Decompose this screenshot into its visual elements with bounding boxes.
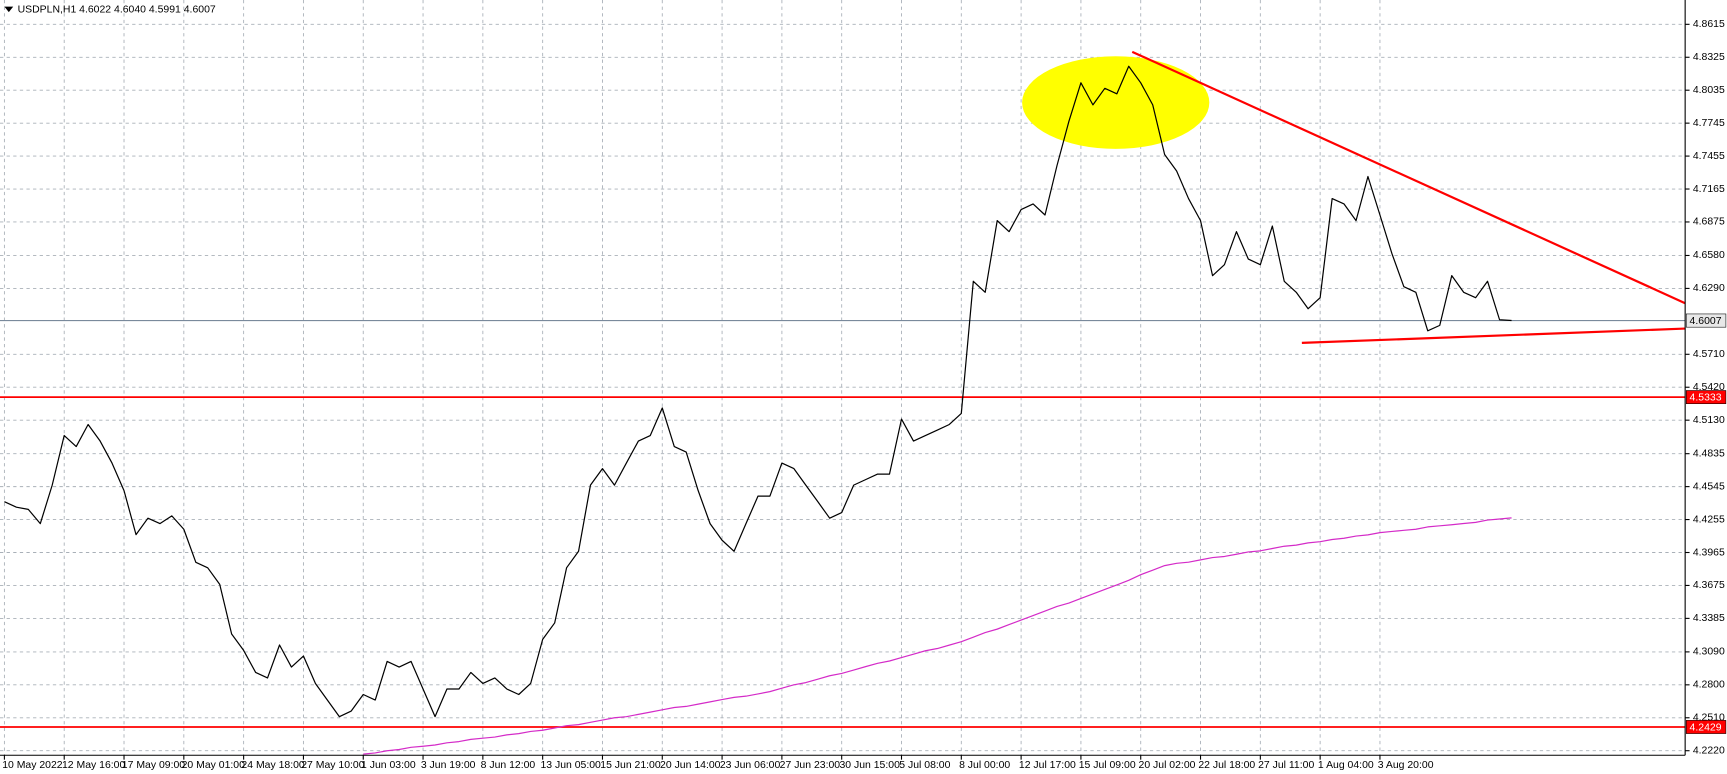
highlight-ellipse — [1022, 56, 1210, 149]
y-tick-label: 4.3090 — [1693, 647, 1725, 658]
last-price-label: 4.6007 — [1690, 316, 1722, 327]
y-tick-label: 4.5710 — [1693, 349, 1725, 360]
y-tick-label: 4.2800 — [1693, 680, 1725, 691]
y-tick-label: 4.2510 — [1693, 713, 1725, 724]
y-tick-label: 4.6580 — [1693, 250, 1725, 261]
y-tick-label: 4.8325 — [1693, 52, 1725, 63]
x-tick-label: 8 Jul 00:00 — [959, 760, 1010, 771]
x-tick-label: 1 Aug 04:00 — [1318, 760, 1374, 771]
series-line — [4, 65, 1512, 718]
y-tick-label: 4.3675 — [1693, 580, 1725, 591]
y-tick-label: 4.6290 — [1693, 283, 1725, 294]
level-label: 4.2429 — [1690, 722, 1722, 733]
x-tick-label: 5 Jul 08:00 — [899, 760, 950, 771]
x-tick-label: 15 Jun 21:00 — [600, 760, 661, 771]
y-tick-label: 4.2220 — [1693, 745, 1725, 756]
y-tick-label: 4.4255 — [1693, 514, 1725, 525]
x-tick-label: 12 May 16:00 — [62, 760, 125, 771]
grid-layer — [0, 0, 1686, 756]
x-tick-label: 10 May 2022 — [2, 760, 63, 771]
x-tick-label: 8 Jun 12:00 — [481, 760, 536, 771]
x-tick-label: 22 Jul 18:00 — [1198, 760, 1255, 771]
y-tick-label: 4.7455 — [1693, 151, 1725, 162]
x-tick-label: 27 Jul 11:00 — [1258, 760, 1314, 771]
y-tick-label: 4.5130 — [1693, 415, 1725, 426]
y-tick-label: 4.8615 — [1693, 19, 1725, 30]
x-tick-label: 20 Jun 14:00 — [660, 760, 721, 771]
y-tick-label: 4.3385 — [1693, 613, 1725, 624]
level-tag — [1685, 720, 1727, 734]
level-tag — [1685, 390, 1727, 405]
y-tick-label: 4.3965 — [1693, 547, 1725, 558]
chart-title: USDPLN,H1 4.6022 4.6040 4.5991 4.6007 — [18, 5, 216, 16]
last-price-tag — [1685, 313, 1727, 328]
x-tick-label: 15 Jul 09:00 — [1079, 760, 1136, 771]
x-tick-label: 27 Jun 23:00 — [780, 760, 841, 771]
level-label: 4.5333 — [1690, 392, 1722, 403]
x-tick-label: 3 Aug 20:00 — [1378, 760, 1434, 771]
x-tick-label: 24 May 18:00 — [241, 760, 304, 771]
resistance-trendline — [1131, 50, 1686, 305]
y-tick-label: 4.4545 — [1693, 481, 1725, 492]
x-tick-label: 3 Jun 19:00 — [421, 760, 476, 771]
x-tick-label: 30 Jun 15:00 — [839, 760, 900, 771]
x-tick-label: 17 May 09:00 — [122, 760, 185, 771]
y-tick-label: 4.7745 — [1693, 118, 1725, 129]
x-tick-label: 1 Jun 03:00 — [361, 760, 416, 771]
y-tick-label: 4.6875 — [1693, 217, 1725, 228]
axis-layer: 4.8615 4.8325 4.8035 4.7745 4.7455 4.7165 4.68… — [2, 19, 1727, 771]
x-tick-label: 23 Jun 06:00 — [720, 760, 781, 771]
series-layer — [4, 65, 1512, 755]
x-tick-label: 20 May 01:00 — [182, 760, 245, 771]
support-trendline — [1301, 327, 1686, 344]
y-tick-label: 4.8035 — [1693, 85, 1725, 96]
y-tick-label: 4.5420 — [1693, 382, 1725, 393]
y-tick-label: 4.7165 — [1693, 184, 1725, 195]
x-tick-label: 12 Jul 17:00 — [1019, 760, 1076, 771]
x-tick-label: 27 May 10:00 — [301, 760, 364, 771]
x-tick-label: 13 Jun 05:00 — [540, 760, 601, 771]
series-line — [363, 517, 1512, 755]
level-layer — [0, 320, 1686, 728]
y-tick-label: 4.4835 — [1693, 448, 1725, 459]
header-icon — [4, 6, 14, 13]
x-tick-label: 20 Jul 02:00 — [1139, 760, 1196, 771]
